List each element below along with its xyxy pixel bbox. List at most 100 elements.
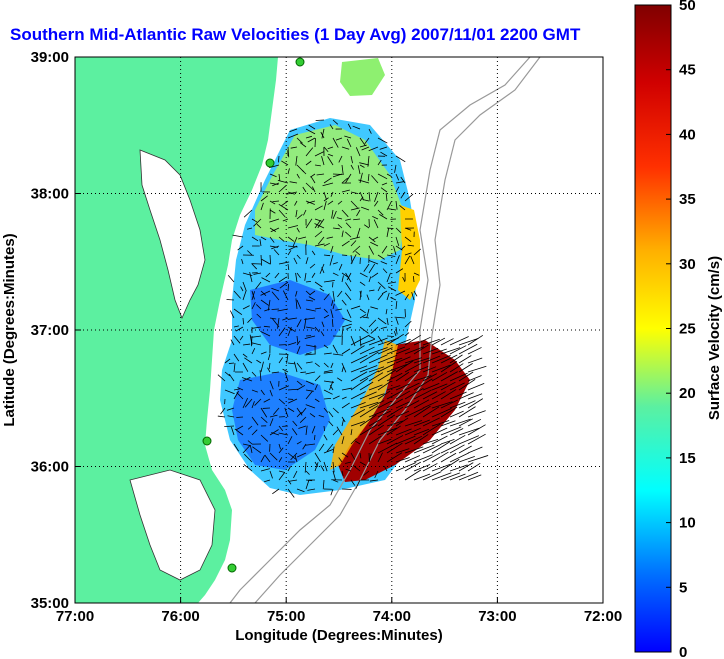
velocity-vector	[278, 470, 286, 473]
velocity-vector	[341, 348, 351, 355]
velocity-vector	[327, 146, 334, 150]
velocity-vector	[251, 302, 256, 310]
velocity-vector	[404, 334, 422, 346]
velocity-vector	[300, 407, 307, 415]
velocity-vector	[380, 187, 388, 193]
velocity-vector	[269, 452, 278, 461]
colorbar-tick-label: 5	[679, 579, 687, 596]
velocity-vector	[335, 137, 343, 141]
velocity-vector	[413, 464, 431, 472]
velocity-vector	[377, 438, 392, 445]
velocity-vector	[269, 254, 271, 265]
velocity-vector	[287, 146, 290, 158]
velocity-vector	[220, 407, 226, 415]
velocity-vector	[440, 472, 461, 481]
velocity-vector	[422, 347, 439, 355]
velocity-vector	[377, 286, 381, 292]
velocity-vector	[395, 390, 411, 400]
velocity-vector	[366, 308, 370, 318]
velocity-vector	[305, 425, 308, 436]
velocity-vector	[370, 306, 379, 310]
velocity-vector	[287, 407, 295, 412]
velocity-vector	[458, 379, 476, 391]
velocity-vector	[400, 176, 406, 184]
colorbar-tick-label: 35	[679, 191, 696, 208]
velocity-vector	[422, 463, 438, 472]
velocity-vector	[359, 137, 366, 147]
velocity-vector	[386, 442, 403, 454]
velocity-vector	[395, 457, 410, 463]
velocity-vector	[352, 245, 361, 253]
velocity-vector	[467, 433, 486, 445]
velocity-vector	[395, 200, 398, 210]
velocity-vector	[261, 258, 271, 265]
velocity-vector	[323, 461, 328, 472]
velocity-vector	[394, 164, 397, 173]
velocity-vector	[332, 272, 339, 276]
radar-site-marker	[202, 436, 212, 446]
velocity-vector	[278, 236, 285, 242]
velocity-vector	[341, 240, 350, 247]
velocity-vector	[467, 462, 481, 472]
velocity-vector	[315, 119, 325, 121]
velocity-vector	[305, 182, 314, 191]
velocity-vector	[260, 236, 267, 241]
velocity-vector	[287, 250, 292, 256]
velocity-vector	[296, 319, 302, 328]
velocity-vector	[341, 146, 350, 150]
velocity-vector	[404, 193, 414, 202]
velocity-vector	[305, 470, 310, 475]
velocity-vector	[323, 280, 335, 283]
velocity-vector	[295, 155, 298, 166]
velocity-vector	[395, 338, 411, 346]
velocity-vector	[355, 479, 361, 490]
velocity-vector	[326, 236, 334, 239]
velocity-vector	[395, 435, 416, 445]
velocity-vector	[368, 191, 371, 202]
velocity-vector	[263, 398, 271, 403]
velocity-vector	[431, 371, 448, 382]
velocity-vector	[268, 362, 271, 370]
velocity-vector	[242, 305, 250, 310]
velocity-vector	[332, 479, 339, 483]
velocity-vector	[467, 365, 487, 373]
y-tick-label: 38:00	[31, 186, 69, 203]
colorbar-label: Surface Velocity (cm/s)	[706, 256, 723, 420]
velocity-vector	[332, 137, 339, 148]
velocity-vector	[301, 169, 307, 175]
velocity-vector	[277, 317, 280, 329]
velocity-vector	[377, 337, 399, 346]
velocity-vector	[449, 444, 465, 454]
velocity-vector	[323, 146, 329, 153]
velocity-vector	[233, 353, 240, 362]
velocity-vector	[384, 466, 388, 472]
velocity-vector	[458, 435, 480, 445]
velocity-vector	[467, 375, 482, 382]
velocity-vector	[431, 337, 446, 346]
velocity-vector	[341, 299, 347, 306]
velocity-vector	[400, 191, 406, 199]
velocity-vector	[314, 220, 321, 229]
velocity-vector	[380, 261, 388, 265]
velocity-vector	[269, 227, 277, 232]
velocity-vector	[372, 215, 379, 220]
velocity-vector	[233, 325, 240, 328]
velocity-vector	[467, 424, 486, 436]
velocity-vector	[413, 378, 433, 391]
velocity-vector	[296, 254, 301, 260]
velocity-vector	[298, 236, 307, 240]
velocity-vector	[350, 191, 359, 194]
velocity-vector	[329, 124, 334, 130]
velocity-vector	[242, 272, 253, 276]
velocity-vector	[329, 384, 334, 391]
velocity-vector	[377, 173, 388, 180]
velocity-vector	[341, 387, 353, 391]
velocity-vector	[345, 326, 352, 330]
velocity-vector	[440, 389, 457, 400]
velocity-vector	[304, 272, 307, 281]
velocity-vector	[251, 291, 255, 301]
velocity-vector	[345, 468, 352, 472]
velocity-vector	[350, 164, 354, 170]
velocity-vector	[377, 414, 396, 427]
colorbar-tick-label: 0	[679, 644, 687, 659]
